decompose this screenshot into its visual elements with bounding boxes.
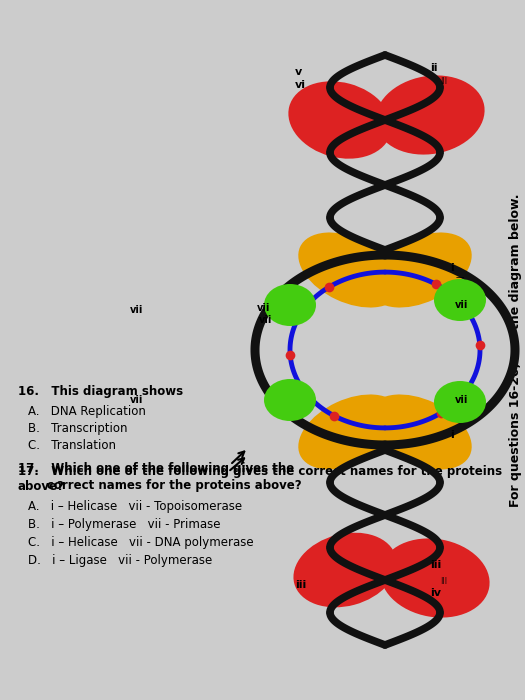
Ellipse shape: [381, 538, 490, 617]
Text: vii: vii: [259, 315, 272, 325]
Ellipse shape: [434, 381, 486, 423]
Text: vii: vii: [130, 395, 143, 405]
Text: C.   Translation: C. Translation: [28, 439, 116, 452]
Ellipse shape: [298, 232, 402, 307]
Text: v: v: [295, 67, 302, 77]
Text: |||: |||: [440, 577, 447, 584]
Text: vi: vi: [295, 80, 306, 90]
Text: iii: iii: [295, 580, 306, 590]
Text: 17.   Which one of the following gives the: 17. Which one of the following gives the: [18, 462, 294, 475]
Text: vii: vii: [130, 305, 143, 315]
Ellipse shape: [298, 395, 402, 470]
Ellipse shape: [375, 76, 485, 155]
Text: 17.   Which one of the following gives the correct names for the proteins above?: 17. Which one of the following gives the…: [18, 465, 502, 493]
Ellipse shape: [264, 379, 316, 421]
Text: B.   i – Polymerase   vii - Primase: B. i – Polymerase vii - Primase: [28, 518, 220, 531]
Ellipse shape: [369, 232, 471, 307]
Text: C.   i – Helicase   vii - DNA polymerase: C. i – Helicase vii - DNA polymerase: [28, 536, 254, 549]
Text: A.   DNA Replication: A. DNA Replication: [28, 405, 146, 418]
Text: 16.   This diagram shows: 16. This diagram shows: [18, 385, 183, 398]
Text: B.   Transcription: B. Transcription: [28, 422, 128, 435]
Text: vii: vii: [455, 300, 468, 310]
Text: iii: iii: [430, 560, 441, 570]
Text: vii: vii: [257, 303, 270, 313]
Text: i: i: [450, 430, 454, 440]
Text: correct names for the proteins above?: correct names for the proteins above?: [18, 479, 302, 492]
Ellipse shape: [369, 395, 471, 470]
Text: For questions 16-20, use the diagram below.: For questions 16-20, use the diagram bel…: [509, 193, 521, 507]
Text: i: i: [450, 263, 454, 273]
Text: ii: ii: [430, 63, 437, 73]
Text: |||: |||: [440, 76, 447, 83]
Text: iv: iv: [430, 588, 441, 598]
Ellipse shape: [293, 533, 396, 608]
Text: A.   i – Helicase   vii - Topoisomerase: A. i – Helicase vii - Topoisomerase: [28, 500, 242, 513]
Ellipse shape: [434, 279, 486, 321]
Ellipse shape: [264, 284, 316, 326]
Text: —: —: [456, 274, 465, 283]
Text: D.   i – Ligase   vii - Polymerase: D. i – Ligase vii - Polymerase: [28, 554, 212, 567]
Ellipse shape: [288, 81, 392, 159]
Text: vii: vii: [455, 395, 468, 405]
